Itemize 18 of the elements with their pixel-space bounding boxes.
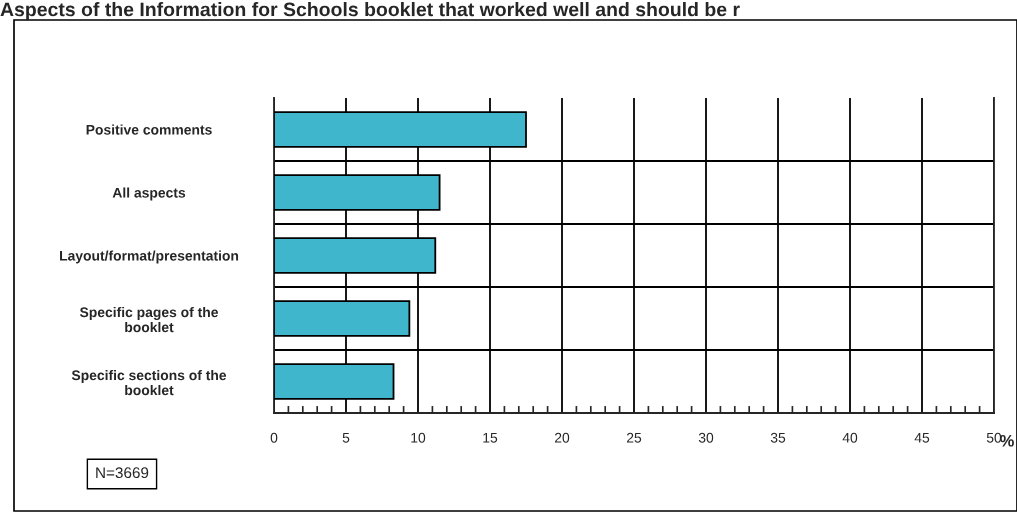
text: N=3669: [96, 467, 149, 479]
x-tick-label: 5: [342, 432, 350, 443]
x-tick-label: 45: [914, 432, 930, 443]
x-tick-label: 25: [626, 432, 642, 443]
y-tick-label: Specific pages of the booklet: [79, 306, 218, 333]
x-tick-label: 15: [483, 432, 498, 443]
x-tick-label: 40: [842, 432, 858, 443]
y-tick-label: Positive comments: [86, 124, 212, 135]
chart-title: Aspects of the Information for Schools booklet that worked well and should be r: [0, 2, 740, 21]
y-tick-label: Specific sections of the booklet: [71, 369, 227, 396]
x-tick-label: 0: [270, 432, 278, 443]
x-tick-label: 20: [554, 432, 570, 443]
x-tick-label: 35: [770, 432, 786, 443]
y-tick-label: Layout/format/presentation: [60, 250, 239, 264]
x-tick-label: 50: [986, 432, 1002, 443]
x-tick-label: 10: [411, 432, 426, 443]
x-tick-label: 30: [698, 432, 714, 443]
y-tick-label: All aspects: [112, 187, 186, 201]
